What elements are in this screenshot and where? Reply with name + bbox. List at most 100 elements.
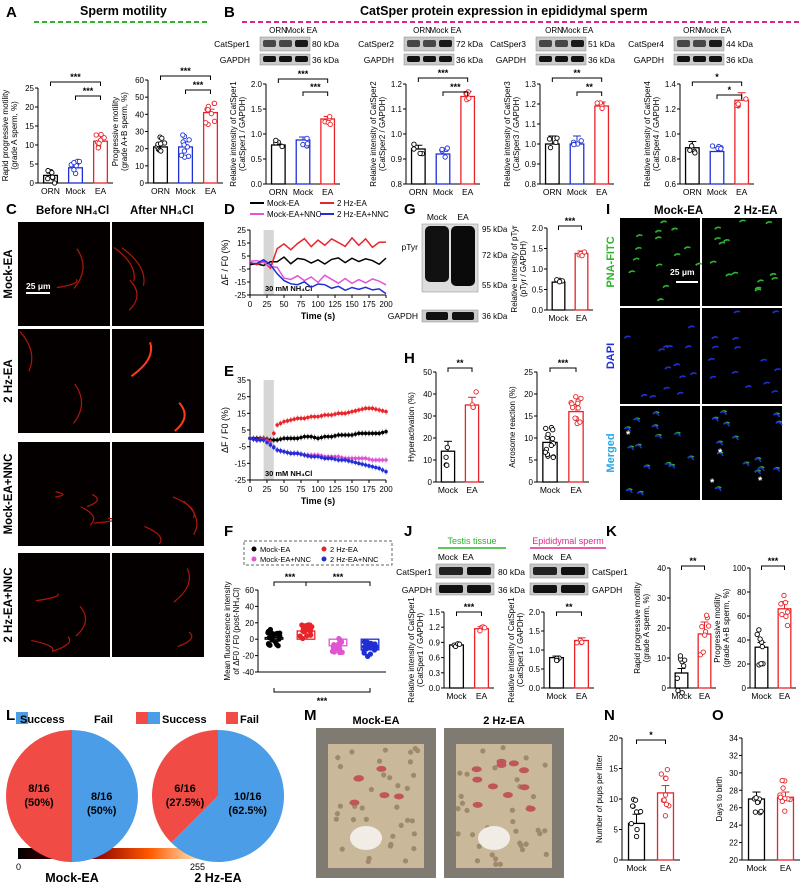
panel-b-label: B xyxy=(224,4,235,21)
significance-bracket xyxy=(551,77,603,82)
y-tick-label: -5 xyxy=(239,265,247,274)
y-tick-label: 0.8 xyxy=(525,180,537,189)
row-label: Mock-EA xyxy=(3,249,15,298)
kda-label: 36 kDa xyxy=(482,312,508,321)
data-point xyxy=(329,434,334,439)
significance-bracket xyxy=(556,611,582,616)
y-tick-label: 20 xyxy=(245,619,254,628)
bedding-grain xyxy=(458,793,464,799)
x-tick-label: EA xyxy=(596,187,608,197)
data-point xyxy=(93,132,99,138)
blot-group-label: EA xyxy=(462,552,474,562)
y-axis-label-units: (grade A sperm, %) xyxy=(642,593,651,662)
cell-signal xyxy=(666,345,674,349)
x-tick-label: 75 xyxy=(297,485,306,494)
blot-band xyxy=(439,56,452,62)
data-point xyxy=(377,466,382,471)
data-point xyxy=(357,431,361,436)
sperm-trace xyxy=(113,246,135,282)
data-point xyxy=(679,690,685,696)
panel-k-chart-progressive: 0 20 40 60 80 100 Progressive motility (grade A… xyxy=(713,556,796,701)
cell-signal xyxy=(769,272,777,277)
panel-l-label: L xyxy=(6,707,15,724)
y-tick-label: 15 xyxy=(25,122,34,131)
legend-swatch xyxy=(136,712,148,724)
cell-signal xyxy=(719,410,728,416)
y-tick-label: 10 xyxy=(135,162,144,171)
data-point xyxy=(374,465,378,470)
x-tick-label: EA xyxy=(576,313,588,323)
photo-title: Mock-EA xyxy=(352,715,399,727)
data-point xyxy=(295,436,300,441)
sperm-trace xyxy=(177,631,193,648)
data-point xyxy=(374,458,378,462)
microscopy-tile xyxy=(112,222,204,326)
data-point xyxy=(343,458,348,462)
sperm-header: Epididymal sperm xyxy=(532,536,604,546)
data-point xyxy=(594,100,600,106)
data-point xyxy=(181,148,188,154)
bedding-grain xyxy=(543,851,549,857)
cell-signal xyxy=(643,465,651,470)
sperm-trace xyxy=(73,248,84,289)
protein-kda: 44 kDa xyxy=(726,39,753,49)
y-tick-label: 20 xyxy=(25,103,34,112)
blot-band xyxy=(425,226,449,282)
data-point xyxy=(682,657,688,663)
significance-mark: * xyxy=(715,72,719,82)
panel-d-legend: Mock-EA 2 Hz-EA Mock-EA+NNC 2 Hz-EA+NNC xyxy=(250,199,389,219)
data-point xyxy=(473,389,479,395)
protein-name: CatSper2 xyxy=(358,39,394,49)
bedding-grain xyxy=(509,807,515,813)
x-tick-label: Mock xyxy=(626,863,647,873)
bedding-grain xyxy=(408,749,414,755)
pup xyxy=(376,765,387,772)
data-point xyxy=(754,799,761,805)
data-point xyxy=(363,456,368,461)
data-point xyxy=(367,406,371,411)
panel-g-western-blot: Mock EA pTyr 95 kDa 72 kDa 55 kDa GAPDH 36 kDa xyxy=(388,212,508,323)
sperm-trace xyxy=(31,639,54,652)
x-tick-label: Mock xyxy=(548,313,569,323)
cell-signal xyxy=(668,464,676,469)
data-point xyxy=(275,423,280,427)
data-point xyxy=(338,638,345,645)
data-point xyxy=(312,454,317,459)
data-point xyxy=(326,413,331,417)
x-axis-label: Time (s) xyxy=(301,496,335,506)
data-point xyxy=(780,785,786,791)
cell-signal xyxy=(633,418,641,423)
data-point xyxy=(304,633,310,639)
x-tick-label: 150 xyxy=(345,300,359,309)
data-point xyxy=(331,644,337,650)
legend-label: 2 Hz-EA xyxy=(337,199,367,208)
data-point xyxy=(571,141,577,148)
legend-label: 2 Hz-EA+NNC xyxy=(337,210,389,219)
y-tick-label: 0.9 xyxy=(429,638,441,647)
data-point xyxy=(265,440,269,445)
data-point xyxy=(178,152,185,158)
y-tick-label: 5 xyxy=(30,160,35,169)
bedding-grain xyxy=(464,771,470,777)
panel-a-chart-progressive: 0 10 20 30 40 50 60 Progressive motility (grade … xyxy=(111,66,223,196)
y-tick-label: 1.5 xyxy=(429,608,441,617)
panel-k-chart-rapid: 0 10 20 30 40 Rapid progressive motility (grad… xyxy=(633,556,716,701)
x-tick-label: 25 xyxy=(263,300,272,309)
y-tick-label: 1.0 xyxy=(532,265,544,274)
y-axis-label-units: (CatSper1 / GAPDH) xyxy=(516,613,525,688)
data-point xyxy=(353,456,358,461)
y-tick-label: 1.2 xyxy=(665,105,677,114)
x-tick-label: 175 xyxy=(362,300,376,309)
significance-mark: *** xyxy=(768,556,779,566)
cell-signal xyxy=(734,346,742,350)
data-point xyxy=(205,107,211,113)
cell-signal xyxy=(723,239,731,243)
data-point xyxy=(735,101,741,107)
legend-swatch xyxy=(321,546,327,552)
row-label: Mock-EA+NNC xyxy=(3,454,15,535)
significance-mark: ** xyxy=(565,602,573,612)
cell-signal xyxy=(623,426,632,432)
y-axis-label: Hyperactivation (%) xyxy=(407,392,416,462)
y-tick-label: 0.9 xyxy=(525,160,537,169)
